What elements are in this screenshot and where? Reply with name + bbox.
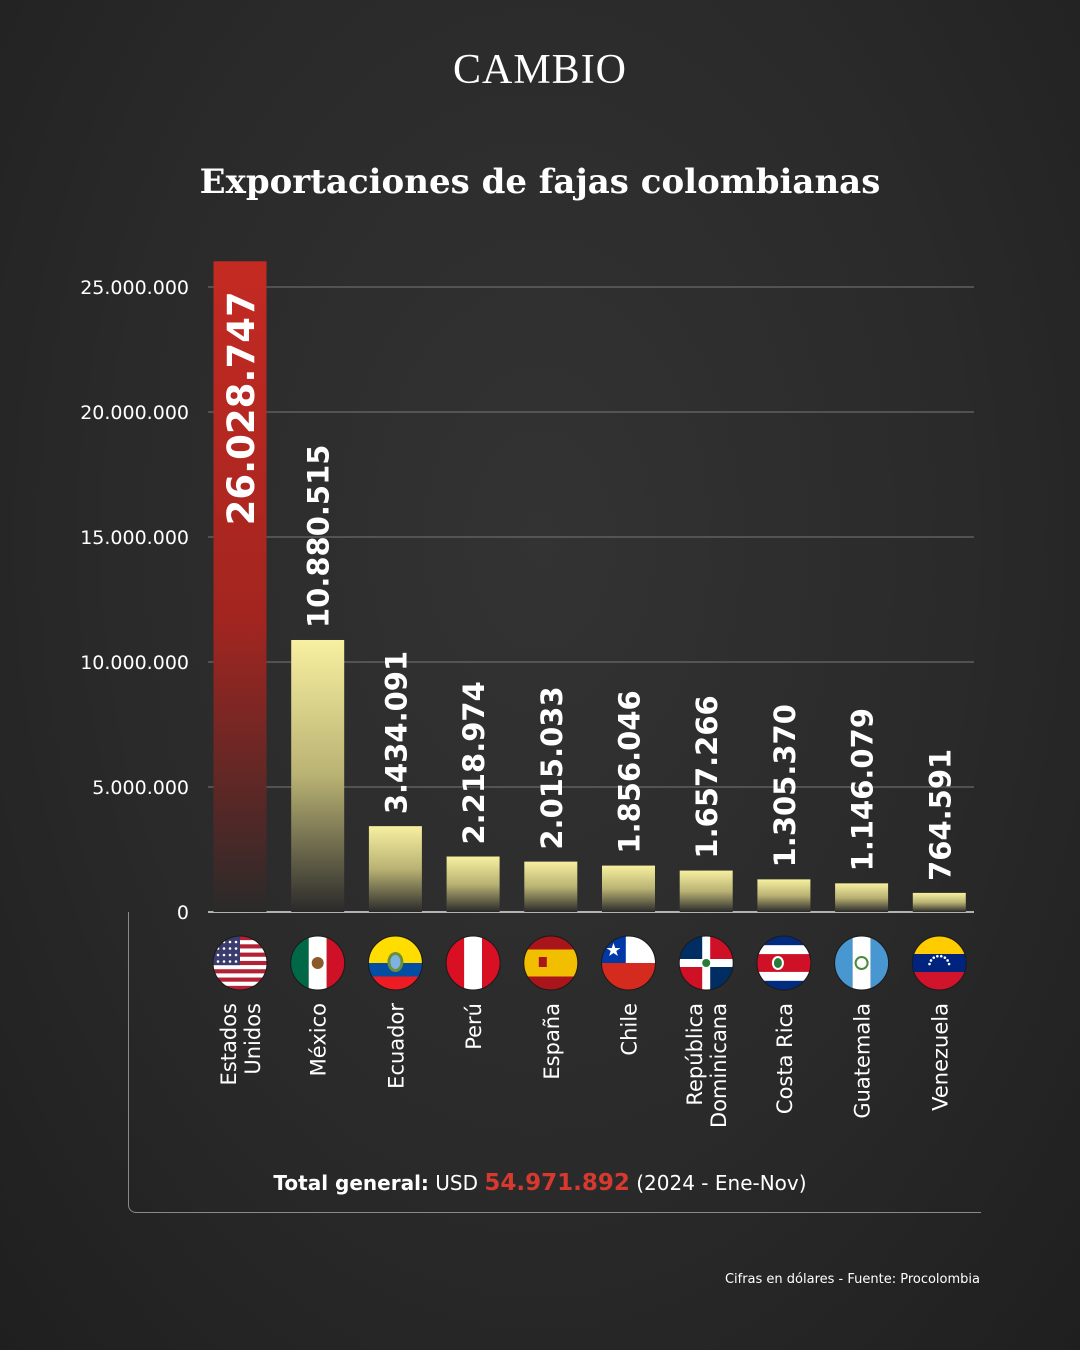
total-period: (2024 - Ene-Nov) [636, 1171, 807, 1195]
united-states-flag-icon [212, 935, 268, 991]
mexico-flag-icon [290, 935, 346, 991]
y-tick-label: 15.000.000 [80, 527, 189, 549]
bar-value-label: 10.880.515 [302, 445, 336, 628]
bar-value-label: 764.591 [923, 749, 957, 881]
bar [368, 826, 422, 912]
total-label: Total general: [273, 1171, 429, 1195]
bar [757, 879, 811, 912]
y-tick-label: 20.000.000 [80, 402, 189, 424]
total-amount: 54.971.892 [484, 1170, 630, 1196]
bar-value-label: 3.434.091 [379, 651, 413, 814]
bar [213, 261, 267, 912]
total-line: Total general: USD 54.971.892 (2024 - En… [0, 1170, 1080, 1196]
bar [835, 883, 889, 912]
category-label: España [540, 1003, 564, 1080]
bar-value-label: 2.218.974 [457, 681, 491, 844]
category-label: Dominicana [707, 1003, 731, 1128]
chile-flag-icon [601, 935, 656, 991]
y-tick-label: 5.000.000 [92, 777, 189, 799]
y-tick-label: 10.000.000 [80, 652, 189, 674]
venezuela-flag-icon [911, 935, 967, 991]
category-label: Ecuador [384, 1003, 408, 1089]
y-tick-label: 0 [177, 902, 189, 924]
costa-rica-flag-icon [756, 935, 812, 991]
dominican-republic-flag-icon [678, 935, 734, 991]
y-tick-label: 25.000.000 [80, 277, 189, 299]
bar-value-label: 26.028.747 [220, 291, 263, 525]
bar [446, 856, 500, 912]
category-label: República [683, 1003, 707, 1106]
bar-value-label: 1.657.266 [690, 695, 724, 858]
bar [524, 861, 578, 912]
bar [602, 865, 655, 912]
bar-value-label: 2.015.033 [535, 686, 569, 849]
category-label: Perú [462, 1003, 486, 1050]
bar-value-label: 1.146.079 [846, 708, 880, 871]
bar [912, 892, 966, 912]
source-note: Cifras en dólares - Fuente: Procolombia [724, 1272, 980, 1287]
category-label: Guatemala [851, 1003, 875, 1119]
bar-value-label: 1.305.370 [768, 704, 802, 867]
category-label: Venezuela [928, 1003, 952, 1111]
peru-flag-icon [445, 935, 501, 991]
ecuador-flag-icon [367, 935, 423, 991]
category-label: Chile [618, 1003, 642, 1056]
category-label: Estados [217, 1003, 241, 1085]
chart-title: Exportaciones de fajas colombianas [199, 162, 881, 202]
category-label: México [307, 1003, 331, 1076]
bar [679, 870, 733, 912]
bar-chart: 0 5.000.000 10.000.000 15.000.000 20.000.000… [80, 261, 974, 1128]
total-currency: USD [435, 1171, 479, 1195]
bar [291, 639, 345, 912]
brand-logo: CAMBIO [452, 47, 628, 93]
bar-value-label: 1.856.046 [613, 690, 647, 853]
category-label: Costa Rica [773, 1003, 797, 1114]
category-label: Unidos [241, 1003, 265, 1075]
spain-flag-icon [523, 935, 579, 991]
guatemala-flag-icon [834, 935, 890, 991]
chart-frame [128, 912, 981, 1213]
